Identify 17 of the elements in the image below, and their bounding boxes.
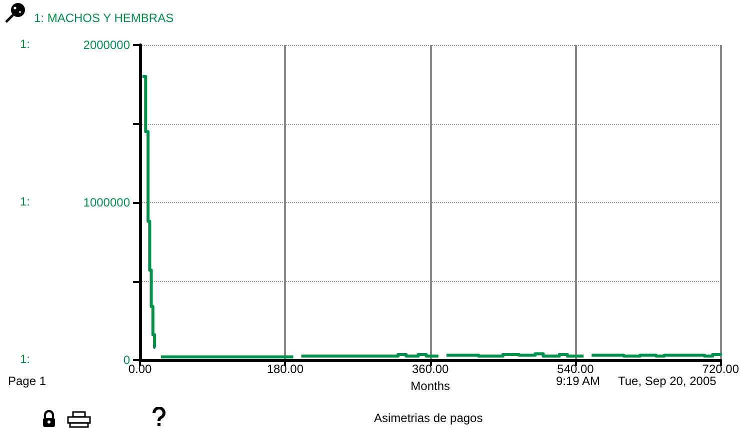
- text: Tue, Sep 20, 2005: [618, 374, 717, 388]
- text: 9:19 AM: [556, 374, 600, 388]
- text: 1:: [20, 194, 30, 208]
- y-tick-label: 0: [123, 353, 130, 367]
- y-tick-label: 2000000: [83, 38, 130, 52]
- y-axis-title: 1:: [20, 352, 30, 366]
- x-axis-title: Months: [410, 378, 450, 393]
- text: Page 1: [8, 374, 46, 388]
- y-tick-label: 1000000: [83, 196, 130, 210]
- x-tick-label: 180.00: [266, 362, 304, 376]
- x-tick-label: 360.00: [412, 362, 449, 376]
- x-tick-label: 540.00: [557, 362, 594, 376]
- x-tick-label: 0.00: [128, 362, 152, 376]
- text: 1: MACHOS Y HEMBRAS: [34, 11, 174, 25]
- text: 1:: [20, 37, 30, 51]
- x-tick-label: 720.00: [702, 362, 740, 376]
- text: Asimetrias de pagos: [374, 411, 483, 425]
